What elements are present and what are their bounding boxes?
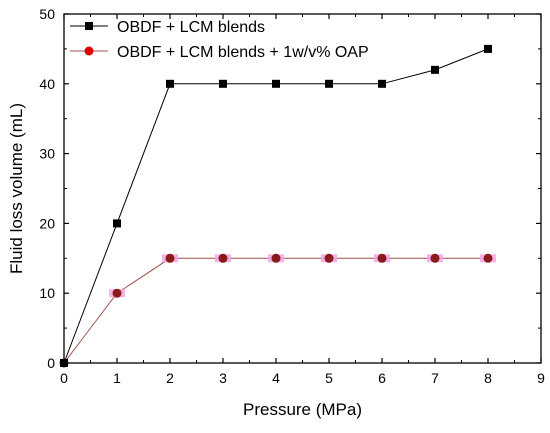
- plot-frame: [63, 13, 542, 364]
- data-point-lcm: [166, 79, 174, 88]
- y-tick-label: 0: [47, 355, 55, 371]
- data-point-oap: [271, 253, 281, 263]
- x-tick-label: 4: [272, 370, 280, 386]
- x-tick-label: 7: [431, 370, 439, 386]
- legend-label-lcm: OBDF + LCM blends: [117, 19, 265, 36]
- legend: OBDF + LCM blends OBDF + LCM blends + 1w/…: [70, 19, 369, 61]
- series-line-lcm: [63, 48, 489, 364]
- x-tick-label: 0: [60, 370, 68, 386]
- data-point-oap: [165, 253, 175, 263]
- x-tick-label: 2: [166, 370, 174, 386]
- data-point-lcm: [272, 79, 280, 88]
- y-tick-label: 30: [39, 146, 55, 162]
- series-line-oap: [63, 257, 488, 364]
- data-point-lcm: [113, 219, 121, 228]
- data-point-oap: [377, 253, 387, 263]
- legend-marker-lcm: [85, 22, 93, 30]
- data-point-lcm: [378, 79, 386, 88]
- x-tick-label: 5: [325, 370, 333, 386]
- y-tick-label: 20: [39, 215, 55, 231]
- data-point-lcm: [325, 79, 333, 88]
- x-tick-label: 9: [537, 370, 545, 386]
- legend-marker-oap: [84, 46, 94, 56]
- x-tick-label: 8: [484, 370, 492, 386]
- y-tick-label: 40: [39, 76, 55, 92]
- y-tick-label: 10: [39, 285, 55, 301]
- data-point-oap: [430, 253, 440, 263]
- data-point-lcm: [60, 359, 68, 367]
- x-tick-label: 6: [378, 370, 386, 386]
- y-axis-title: Fluid loss volume (mL): [7, 103, 26, 274]
- y-tick-label: 50: [39, 6, 55, 22]
- plot-area: 0 1 2 3 4 5 6 7 8 9 0 10 20 30 40 50: [39, 6, 545, 386]
- data-point-oap: [112, 288, 122, 298]
- data-point-oap: [324, 253, 334, 263]
- data-point-oap: [483, 253, 493, 263]
- data-point-lcm: [484, 44, 492, 53]
- legend-label-oap: OBDF + LCM blends + 1w/v% OAP: [117, 44, 369, 61]
- x-tick-label: 1: [113, 370, 121, 386]
- data-point-lcm: [219, 79, 227, 88]
- x-tick-label: 3: [219, 370, 227, 386]
- data-point-oap: [218, 253, 228, 263]
- data-point-lcm: [431, 65, 439, 74]
- x-axis-title: Pressure (MPa): [243, 400, 362, 419]
